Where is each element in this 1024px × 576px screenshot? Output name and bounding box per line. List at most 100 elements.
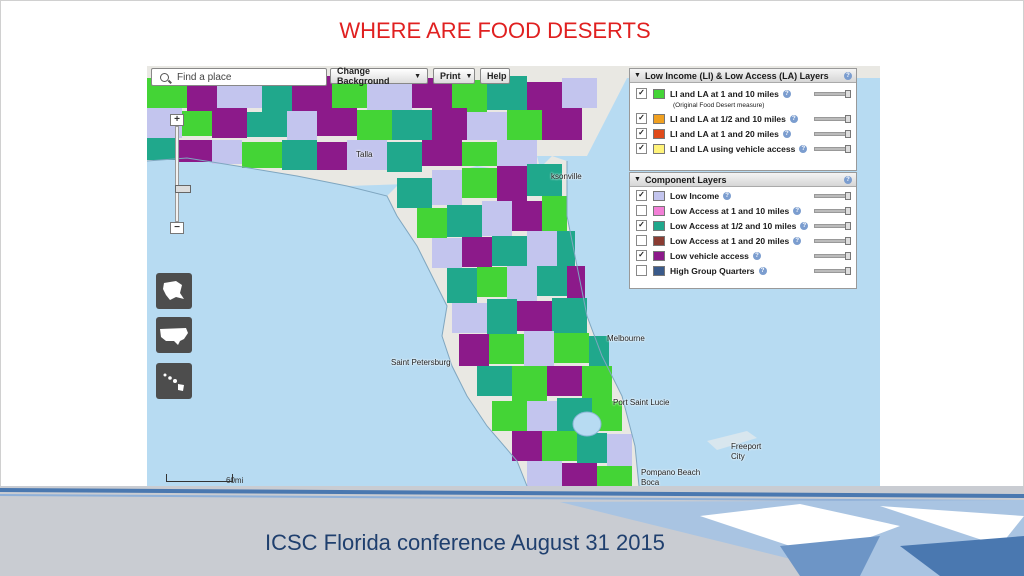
footer-shape [780, 536, 880, 576]
help-icon[interactable]: ? [782, 89, 791, 98]
opacity-slider[interactable] [814, 222, 851, 230]
print-button[interactable]: Print ▼ [433, 68, 475, 84]
tract [422, 140, 462, 166]
layer-row: ✓ LI and LA at 1 and 20 miles ? [630, 126, 856, 141]
tract [477, 267, 507, 297]
usa-map-icon [160, 328, 188, 345]
help-icon[interactable]: ? [752, 251, 761, 260]
tract [417, 208, 447, 238]
tract [562, 78, 597, 108]
layer-checkbox[interactable] [636, 205, 647, 216]
tract [462, 142, 497, 166]
tract [282, 140, 317, 170]
hawaii-button[interactable] [156, 363, 192, 399]
tract [527, 461, 562, 486]
tract [177, 140, 212, 162]
tract [182, 111, 212, 136]
footer-shape [900, 536, 1024, 576]
zoom-out-button[interactable]: − [170, 222, 184, 234]
opacity-slider[interactable] [814, 90, 851, 98]
opacity-slider[interactable] [814, 237, 851, 245]
tract [512, 201, 542, 231]
li-la-panel-header[interactable]: ▼ Low Income (LI) & Low Access (LA) Laye… [630, 69, 856, 83]
tract [552, 298, 587, 333]
layer-checkbox[interactable]: ✓ [636, 190, 647, 201]
usa-button[interactable] [156, 317, 192, 353]
print-label: Print [440, 71, 461, 81]
layer-label: LI and LA using vehicle access [670, 143, 796, 154]
tract [459, 334, 489, 366]
layer-checkbox[interactable] [636, 235, 647, 246]
tract [482, 201, 512, 236]
li-la-layers-panel: ▼ Low Income (LI) & Low Access (LA) Laye… [629, 68, 857, 171]
city-label-freeport-city: City [731, 452, 745, 461]
help-icon[interactable]: ? [723, 191, 732, 200]
help-icon[interactable]: ? [844, 175, 852, 184]
help-icon[interactable]: ? [793, 206, 802, 215]
search-placeholder: Find a place [177, 71, 232, 83]
opacity-slider[interactable] [814, 115, 851, 123]
footer-stripe [0, 488, 1024, 498]
zoom-slider-thumb[interactable] [175, 185, 191, 193]
search-input[interactable]: Find a place [151, 68, 327, 86]
opacity-slider[interactable] [814, 130, 851, 138]
layer-checkbox[interactable]: ✓ [636, 128, 647, 139]
tract [397, 178, 432, 208]
tract [524, 331, 554, 366]
city-label-port-st-lucie: Port Saint Lucie [613, 398, 670, 407]
tract [147, 138, 177, 160]
help-icon[interactable]: ? [800, 221, 809, 230]
opacity-slider[interactable] [814, 192, 851, 200]
legend-swatch-green [653, 88, 665, 99]
layer-checkbox[interactable]: ✓ [636, 88, 647, 99]
tract [527, 164, 562, 196]
tract [577, 433, 607, 463]
alaska-map-icon [163, 281, 184, 300]
collapse-icon[interactable]: ▼ [634, 72, 641, 79]
zoom-slider[interactable] [175, 126, 191, 222]
tract [492, 236, 527, 266]
alaska-button[interactable] [156, 273, 192, 309]
opacity-slider[interactable] [814, 267, 851, 275]
tract [589, 336, 609, 366]
layer-label: Low vehicle access [670, 250, 749, 261]
footer-caption: ICSC Florida conference August 31 2015 [265, 530, 665, 555]
city-label-st-petersburg: Saint Petersburg [391, 358, 451, 367]
tract [557, 231, 575, 266]
component-panel-header[interactable]: ▼ Component Layers ? [630, 173, 856, 187]
layer-checkbox[interactable] [636, 265, 647, 276]
hawaii-map-icon [163, 373, 184, 391]
opacity-slider[interactable] [814, 207, 851, 215]
layer-checkbox[interactable]: ✓ [636, 220, 647, 231]
change-background-button[interactable]: Change Background ▼ [330, 66, 428, 86]
layer-checkbox[interactable]: ✓ [636, 143, 647, 154]
legend-swatch-brown [653, 235, 665, 246]
layer-label: Low Access at 1 and 20 miles [670, 235, 790, 246]
chevron-down-icon: ▼ [414, 72, 421, 80]
help-icon[interactable]: ? [799, 144, 808, 153]
tract [607, 434, 632, 466]
layer-checkbox[interactable]: ✓ [636, 113, 647, 124]
city-label-pompano-beach: Pompano Beach [641, 468, 701, 477]
collapse-icon[interactable]: ▼ [634, 176, 641, 183]
layer-row: ✓ Low vehicle access ? [630, 248, 856, 263]
map-view[interactable]: Find a place Change Background ▼ Print ▼ H… [147, 66, 880, 486]
help-icon[interactable]: ? [758, 266, 767, 275]
help-button[interactable]: Help [480, 68, 510, 84]
legend-swatch-navy [653, 265, 665, 276]
scale-bar-label: 60mi [226, 476, 244, 485]
help-icon[interactable]: ? [782, 129, 791, 138]
tract [287, 111, 317, 141]
opacity-slider[interactable] [814, 252, 851, 260]
zoom-in-button[interactable]: + [170, 114, 184, 126]
layer-checkbox[interactable]: ✓ [636, 250, 647, 261]
layer-label: Low Access at 1/2 and 10 miles [670, 220, 797, 231]
help-icon[interactable]: ? [789, 114, 798, 123]
help-icon[interactable]: ? [793, 236, 802, 245]
tract [432, 108, 467, 140]
zoom-control[interactable]: + − [170, 114, 191, 234]
help-icon[interactable]: ? [844, 71, 852, 80]
opacity-slider[interactable] [814, 145, 851, 153]
tract [542, 431, 577, 461]
layer-row: ✓ LI and LA at 1 and 10 miles ? [630, 86, 856, 101]
